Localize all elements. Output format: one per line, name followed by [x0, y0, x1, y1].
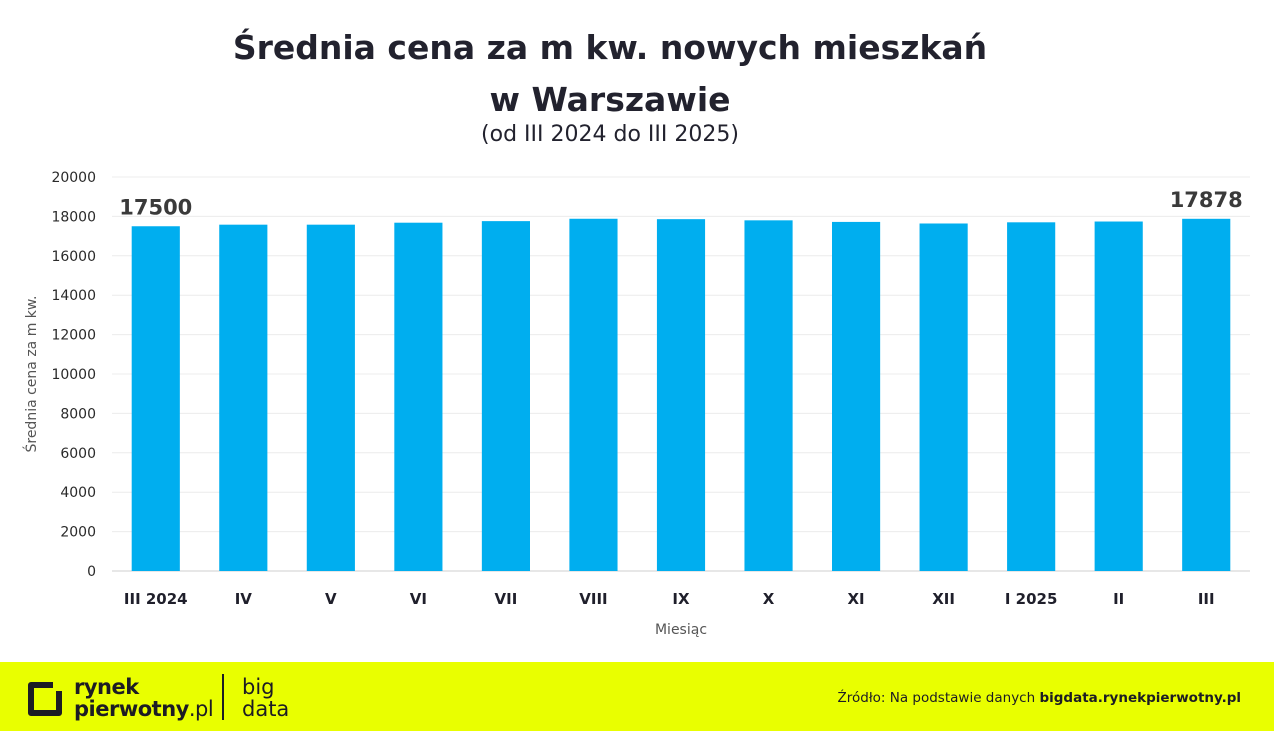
logo-line-1: rynek	[74, 675, 139, 699]
data-label: 17878	[1170, 188, 1243, 212]
bigdata-line-2: data	[242, 697, 290, 721]
bar	[656, 219, 706, 571]
bar	[1007, 222, 1056, 571]
rynekpierwotny-logo-icon	[28, 680, 64, 716]
bar	[744, 220, 793, 571]
y-tick-label: 2000	[60, 525, 96, 541]
x-tick-label: XI	[847, 590, 864, 608]
bigdata-logo[interactable]: big data	[242, 676, 289, 720]
x-tick-label: V	[325, 590, 337, 608]
y-tick-label: 6000	[60, 446, 96, 462]
logo-divider	[222, 674, 224, 720]
y-tick-label: 12000	[51, 328, 96, 344]
y-tick-label: 18000	[51, 209, 96, 225]
bar	[219, 224, 268, 571]
data-label: 17500	[119, 195, 192, 219]
y-axis-title: Średnia cena za m kw.	[22, 295, 40, 452]
x-axis-title: Miesiąc	[655, 622, 707, 638]
bar-chart: 0 2000 4000 6000 8000 10000 12000 14000 16000 180…	[22, 170, 1250, 638]
x-tick-label: X	[763, 590, 775, 608]
x-tick-label: XII	[932, 590, 955, 608]
source-note: Źródło: Na podstawie danych bigdata.ryne…	[837, 690, 1241, 706]
bar	[394, 222, 443, 572]
y-tick-label: 14000	[51, 288, 96, 304]
bar	[481, 221, 530, 571]
x-tick-label: III 2024	[124, 590, 188, 608]
bigdata-line-1: big	[242, 675, 275, 699]
chart-title-line-2: w Warszawie	[489, 80, 731, 119]
y-tick-label: 4000	[60, 485, 96, 501]
y-tick-label: 16000	[51, 249, 96, 265]
x-tick-label: IX	[672, 590, 690, 608]
x-tick-label: III	[1198, 590, 1215, 608]
bar	[569, 218, 618, 571]
x-tick-label: VI	[410, 590, 427, 608]
chart-title-line-1: Średnia cena za m kw. nowych mieszkań	[232, 28, 988, 67]
chart-title: Średnia cena za m kw. nowych mieszkań w …	[0, 22, 1220, 126]
x-tick-label: VIII	[579, 590, 607, 608]
source-prefix: Źródło: Na podstawie danych	[837, 690, 1040, 706]
source-link[interactable]: bigdata.rynekpierwotny.pl	[1039, 690, 1241, 706]
chart-subtitle: (od III 2024 do III 2025)	[481, 122, 739, 147]
y-tick-label: 20000	[51, 170, 96, 186]
x-tick-label: IV	[235, 590, 253, 608]
bar	[131, 226, 180, 571]
x-tick-label: II	[1113, 590, 1124, 608]
bar	[1094, 221, 1143, 571]
bar	[919, 223, 968, 571]
logo-suffix: .pl	[188, 697, 214, 721]
y-tick-label: 8000	[60, 406, 96, 422]
y-tick-label: 10000	[51, 367, 96, 383]
logo-line-2: pierwotny	[74, 697, 189, 721]
y-tick-label: 0	[87, 564, 96, 580]
bar	[1182, 218, 1231, 571]
x-tick-label: VII	[495, 590, 518, 608]
bar	[306, 224, 355, 571]
rynekpierwotny-logo[interactable]: rynek pierwotny.pl	[74, 675, 214, 721]
bar	[832, 221, 881, 571]
footer-bar: rynek pierwotny.pl big data Źródło: Na p…	[0, 662, 1274, 731]
x-tick-label: I 2025	[1005, 590, 1058, 608]
